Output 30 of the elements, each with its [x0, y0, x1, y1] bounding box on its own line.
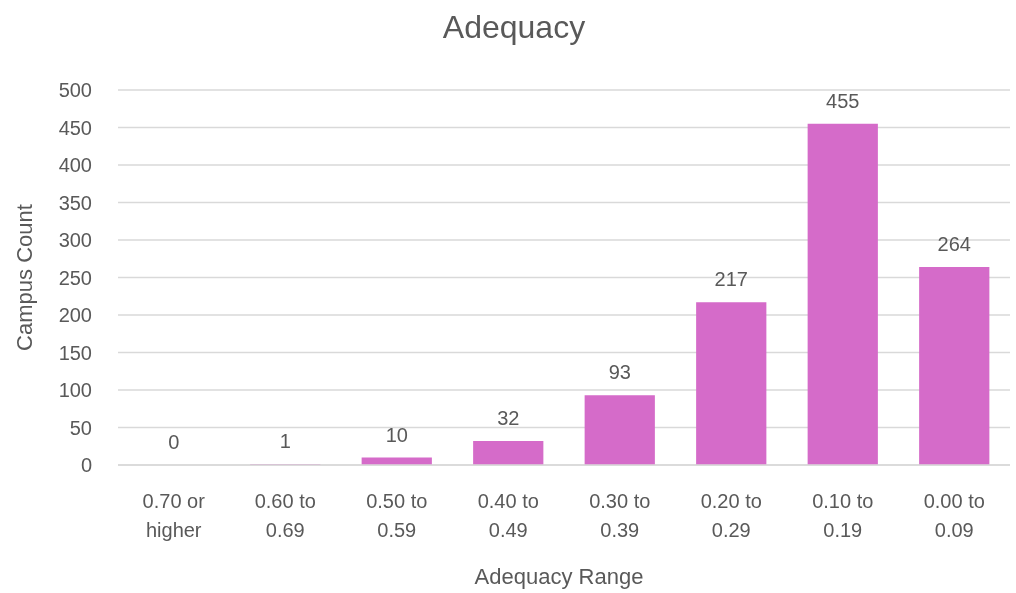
x-tick-label: 0.50 to 0.59: [366, 490, 428, 541]
x-axis-title: Adequacy Range: [474, 564, 644, 589]
x-tick-label: 0.10 to 0.19: [812, 490, 874, 541]
y-tick-label: 300: [58, 229, 92, 251]
x-tick-label: 0.30 to 0.39: [589, 490, 651, 541]
data-label: 1: [279, 430, 291, 453]
data-label: 32: [497, 407, 520, 429]
x-tick-label: 0.20 to 0.29: [700, 490, 762, 541]
data-label: 455: [826, 89, 860, 112]
y-tick-label: 200: [58, 304, 92, 326]
chart-title: Adequacy: [442, 9, 586, 45]
y-tick-label: 0: [80, 454, 92, 476]
y-tick-label: 400: [58, 154, 92, 176]
data-label: 10: [385, 423, 408, 446]
x-tick-label: 0.70 or higher: [142, 490, 206, 541]
data-label: 264: [937, 233, 971, 255]
y-tick-label: 50: [69, 416, 92, 439]
y-tick-label: 450: [58, 116, 92, 139]
y-tick-label: 100: [58, 379, 92, 401]
data-label: 93: [608, 361, 631, 384]
y-tick-label: 150: [58, 341, 92, 364]
y-tick-label: 350: [58, 191, 92, 214]
y-tick-label: 250: [58, 266, 92, 289]
x-tick-label: 0.40 to 0.49: [477, 490, 539, 541]
data-label: 217: [714, 268, 748, 291]
data-label: 0: [168, 431, 180, 453]
y-axis-title: Campus Count: [12, 204, 37, 351]
y-tick-label: 500: [58, 79, 92, 101]
x-tick-label: 0.60 to 0.69: [254, 490, 316, 541]
x-tick-label: 0.00 to 0.09: [923, 490, 985, 541]
